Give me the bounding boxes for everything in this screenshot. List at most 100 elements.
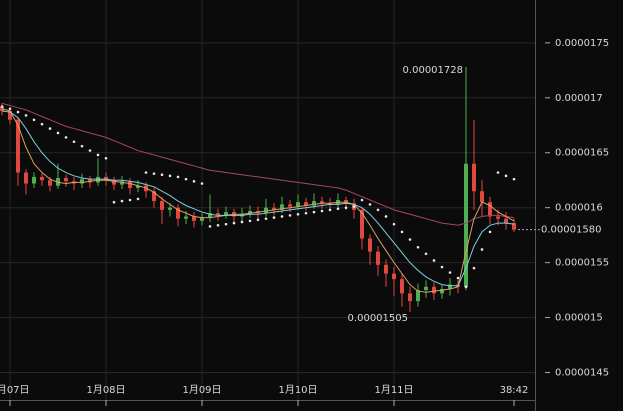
candle-body — [400, 279, 404, 294]
sar-dot — [456, 276, 460, 280]
candle-body — [80, 179, 84, 184]
sar-dot — [512, 177, 516, 181]
candle-body — [408, 293, 412, 302]
sar-dot — [376, 208, 380, 212]
x-tick-label: 1月08日 — [86, 384, 125, 396]
candle-body — [272, 207, 276, 210]
sar-dot — [240, 220, 244, 224]
sar-dot — [256, 218, 260, 222]
sar-dot — [304, 211, 308, 215]
x-tick-label: 38:42 — [500, 385, 529, 396]
candle-body — [8, 110, 12, 120]
sar-dot — [224, 222, 228, 226]
x-tick-label: 1月10日 — [278, 384, 317, 396]
sar-dot — [40, 122, 44, 126]
sar-dot — [112, 200, 116, 204]
sar-dot — [352, 205, 356, 208]
candle-body — [432, 286, 436, 294]
candle-body — [376, 251, 380, 265]
low-annotation: 0.00001505 — [348, 313, 408, 324]
sar-dot — [496, 171, 500, 174]
sar-dot — [248, 219, 252, 223]
sar-dot — [0, 105, 4, 108]
sar-dot — [360, 198, 364, 202]
sar-dot — [408, 238, 412, 241]
candle-body — [496, 216, 500, 219]
sar-dot — [288, 214, 292, 217]
high-annotation: 0.00001728 — [403, 65, 463, 76]
sar-dot — [480, 248, 484, 251]
candle-body — [184, 216, 188, 219]
y-tick-label: 0.0000155 — [555, 258, 609, 269]
candle-body — [360, 209, 364, 239]
candle-body — [216, 213, 220, 216]
candle-body — [296, 202, 300, 207]
sar-dot — [32, 118, 36, 122]
sar-dot — [176, 175, 180, 179]
sar-dot — [160, 173, 164, 177]
sar-dot — [424, 252, 428, 256]
sar-dot — [168, 174, 172, 178]
y-tick-label: 0.000015 — [555, 313, 603, 324]
candle-body — [440, 289, 444, 294]
candle-body — [328, 203, 332, 205]
sar-dot — [400, 230, 404, 234]
sar-dot — [120, 199, 124, 203]
candle-body — [24, 172, 28, 184]
sar-dot — [416, 245, 420, 249]
sar-dot — [328, 208, 332, 212]
sar-dot — [80, 144, 84, 148]
sar-dot — [448, 271, 452, 274]
candle-body — [488, 202, 492, 217]
candle-body — [448, 284, 452, 290]
sar-dot — [128, 198, 132, 202]
sar-dot — [48, 127, 52, 130]
sar-dot — [72, 140, 76, 144]
candle-body — [64, 178, 68, 182]
candle-body — [384, 264, 388, 274]
sar-dot — [392, 222, 396, 226]
candle-body — [16, 119, 20, 173]
candle-body — [392, 273, 396, 280]
candle-body — [88, 179, 92, 183]
sar-dot — [384, 215, 388, 218]
candle-body — [320, 201, 324, 204]
candle-body — [208, 213, 212, 218]
sar-dot — [336, 207, 340, 211]
sar-dot — [16, 110, 20, 114]
candle-body — [112, 180, 116, 185]
candle-body — [168, 207, 172, 210]
candle-body — [304, 202, 308, 206]
candle-body — [192, 216, 196, 221]
ma-line — [1, 102, 515, 226]
candle-body — [280, 204, 284, 210]
sar-dot — [8, 107, 12, 111]
sar-dot — [232, 221, 236, 225]
y-tick-label: 0.0000145 — [555, 368, 609, 379]
candle-body — [152, 191, 156, 202]
x-tick-label: 1月07日 — [0, 384, 30, 396]
y-tick-label: 0.0000175 — [555, 38, 609, 49]
sar-dot — [136, 197, 140, 201]
sar-dot — [144, 171, 148, 174]
sar-dot — [64, 136, 68, 139]
candle-body — [120, 181, 124, 185]
candle-body — [136, 185, 140, 188]
candle-body — [288, 204, 292, 207]
candle-body — [264, 207, 268, 214]
sar-dot — [312, 210, 316, 214]
x-tick-label: 1月09日 — [182, 384, 221, 396]
candle-body — [464, 163, 468, 287]
sar-dot — [216, 223, 220, 227]
candle-body — [248, 210, 252, 215]
sar-dot — [88, 149, 92, 152]
candle-body — [104, 176, 108, 181]
candle-body — [424, 286, 428, 291]
x-tick-label: 1月11日 — [374, 384, 413, 396]
candle-body — [416, 290, 420, 302]
sar-dot — [440, 265, 444, 269]
y-tick-label: 0.000017 — [555, 93, 603, 104]
ma-line — [1, 110, 515, 287]
candle-body — [128, 181, 132, 188]
